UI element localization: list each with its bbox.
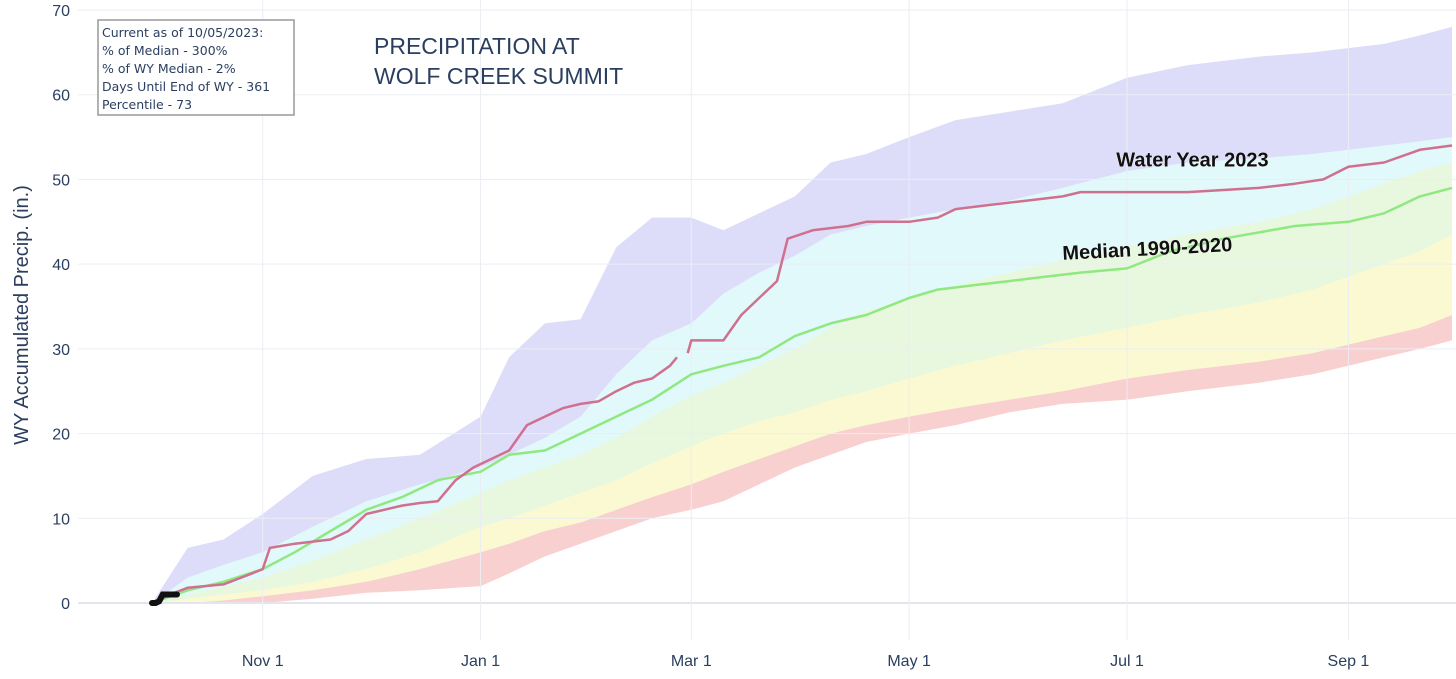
band-p70-p90 bbox=[152, 137, 1452, 603]
y-axis-label: WY Accumulated Precip. (in.) bbox=[11, 185, 33, 445]
median-line bbox=[151, 186, 1453, 605]
info-line: Percentile - 73 bbox=[102, 97, 192, 112]
info-box: Current as of 10/05/2023: % of Median - … bbox=[97, 19, 295, 116]
x-tick-label: Jul 1 bbox=[1110, 653, 1144, 670]
y-tick-label: 10 bbox=[52, 511, 70, 528]
chart-title-line-1: PRECIPITATION AT bbox=[374, 33, 580, 59]
x-tick-label: Jan 1 bbox=[461, 653, 500, 670]
y-tick-label: 0 bbox=[61, 596, 70, 613]
y-tick-label: 50 bbox=[52, 172, 70, 189]
info-line: Current as of 10/05/2023: bbox=[102, 25, 263, 40]
current-marker bbox=[149, 591, 180, 606]
chart-title-line-2: WOLF CREEK SUMMIT bbox=[374, 63, 623, 89]
x-tick-label: Nov 1 bbox=[242, 653, 284, 670]
percentile-bands bbox=[152, 26, 1452, 603]
water-year-line bbox=[686, 144, 1453, 354]
y-tick-label: 60 bbox=[52, 88, 70, 105]
y-tick-label: 30 bbox=[52, 342, 70, 359]
x-tick-label: Sep 1 bbox=[1328, 653, 1370, 670]
water-year-line bbox=[151, 356, 678, 605]
water-year-label: Water Year 2023 bbox=[1116, 150, 1268, 172]
info-line: % of WY Median - 2% bbox=[102, 61, 236, 76]
gridlines bbox=[78, 0, 1456, 640]
band-p10-p30 bbox=[152, 234, 1452, 603]
y-tick-label: 40 bbox=[52, 257, 70, 274]
info-line: % of Median - 300% bbox=[102, 43, 228, 58]
x-tick-label: Mar 1 bbox=[671, 653, 712, 670]
x-tick-label: May 1 bbox=[887, 653, 931, 670]
y-tick-label: 20 bbox=[52, 427, 70, 444]
axes: 0 10 20 30 40 50 60 70 Nov 1 Jan 1 Mar 1 May 1 Jul 1… bbox=[52, 3, 1369, 670]
series-lines bbox=[149, 144, 1453, 606]
y-tick-label: 70 bbox=[52, 3, 70, 20]
info-line: Days Until End of WY - 361 bbox=[102, 79, 270, 94]
